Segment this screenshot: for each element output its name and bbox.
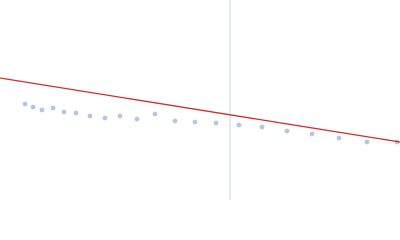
- data-point: [152, 111, 158, 117]
- data-point: [102, 115, 108, 121]
- data-point: [134, 116, 140, 122]
- data-point: [309, 131, 315, 137]
- data-point: [39, 107, 45, 113]
- data-point: [364, 139, 370, 145]
- data-point: [87, 113, 93, 119]
- data-point: [259, 124, 265, 130]
- data-point: [22, 101, 28, 107]
- data-point: [30, 104, 36, 110]
- data-point: [336, 135, 342, 141]
- chart: [0, 0, 400, 200]
- data-point: [172, 118, 178, 124]
- data-point: [213, 120, 219, 126]
- data-point: [117, 113, 123, 119]
- data-point: [236, 122, 242, 128]
- data-point: [284, 128, 290, 134]
- data-point: [192, 119, 198, 125]
- fit-line: [0, 77, 400, 143]
- data-point: [50, 105, 56, 111]
- data-point: [61, 109, 67, 115]
- data-point: [73, 110, 79, 116]
